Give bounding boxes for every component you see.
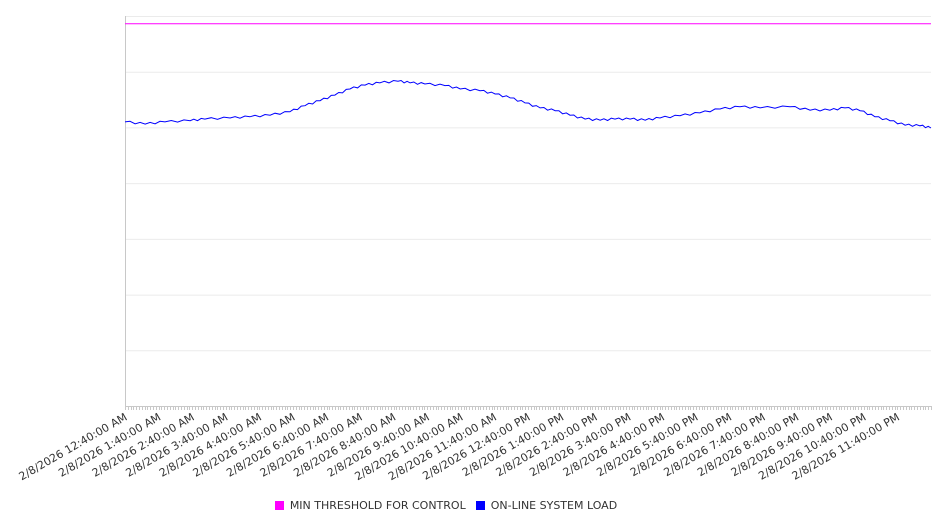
legend-label: MIN THRESHOLD FOR CONTROL: [289, 499, 466, 512]
legend-swatch-blue: [475, 501, 485, 510]
line-chart: 2/8/2026 12:40:00 AM2/8/2026 1:40:00 AM2…: [17, 16, 932, 483]
legend-label: ON-LINE SYSTEM LOAD: [490, 499, 618, 512]
legend-item-system-load[interactable]: ON-LINE SYSTEM LOAD: [475, 499, 618, 512]
legend-swatch-magenta: [274, 501, 284, 510]
legend: MIN THRESHOLD FOR CONTROL ON-LINE SYSTEM…: [0, 499, 892, 512]
series-line-system-load: [124, 79, 932, 129]
legend-item-min-threshold[interactable]: MIN THRESHOLD FOR CONTROL: [274, 499, 466, 512]
